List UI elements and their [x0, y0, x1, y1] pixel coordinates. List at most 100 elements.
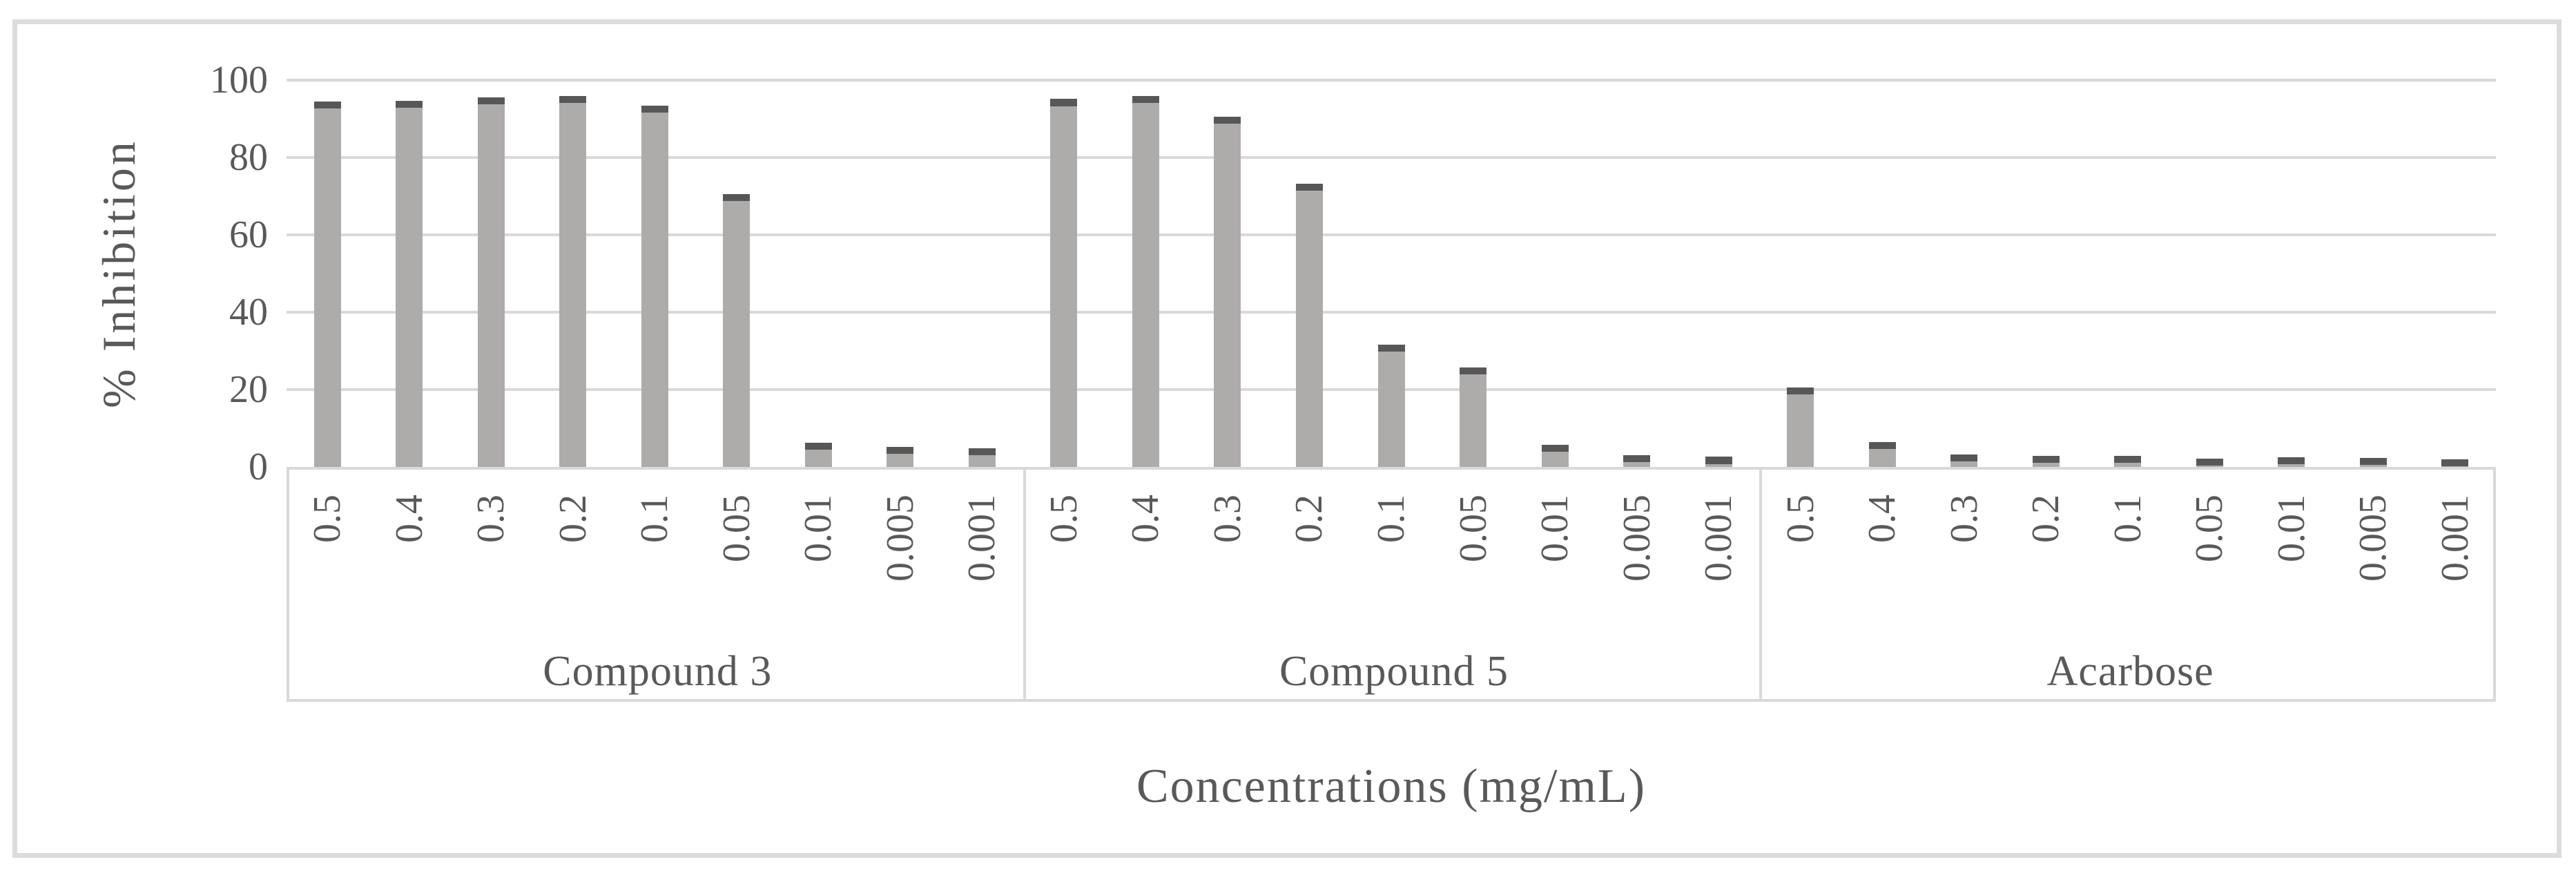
bar-error-cap — [1295, 184, 1323, 191]
group-divider — [1759, 470, 1763, 699]
plot-area — [287, 79, 2496, 467]
y-tick-label: 100 — [210, 59, 268, 102]
bar-compound-3-0.5 — [313, 102, 341, 467]
bar-compound-5-0.2 — [1295, 184, 1323, 467]
bar-compound-5-0.1 — [1377, 345, 1405, 467]
bar-compound-5-0.3 — [1214, 116, 1241, 467]
x-tick-label: 0.3 — [469, 495, 513, 543]
bar-compound-3-0.3 — [477, 97, 505, 467]
x-tick-label: 0.4 — [387, 495, 431, 543]
x-axis-title: Concentrations (mg/mL) — [1136, 760, 1647, 813]
bar-compound-3-0.01 — [804, 442, 832, 467]
bar-acarbose-0.1 — [2114, 455, 2142, 467]
x-tick-label: 0.1 — [2106, 495, 2149, 543]
x-tick-label: 0.001 — [1697, 495, 1741, 582]
bar-compound-3-0.001 — [968, 448, 996, 467]
gridline-40 — [287, 311, 2496, 314]
bar-error-cap — [1950, 454, 1978, 462]
x-tick-label: 0.5 — [306, 495, 349, 543]
x-tick-label: 0.2 — [2024, 495, 2068, 543]
x-tick-label: 0.005 — [2352, 495, 2395, 582]
x-tick-label: 0.1 — [633, 495, 677, 543]
x-tick-label: 0.5 — [1779, 495, 1822, 543]
bar-error-cap — [1705, 457, 1732, 464]
x-tick-label: 0.4 — [1124, 495, 1168, 543]
x-tick-label: 0.2 — [1288, 495, 1331, 543]
bar-error-cap — [313, 102, 341, 109]
x-tick-label: 0.05 — [1451, 495, 1495, 562]
x-tick-label: 0.05 — [715, 495, 758, 562]
bar-error-cap — [1377, 345, 1405, 352]
bar-error-cap — [1214, 116, 1241, 124]
bar-compound-5-0.05 — [1460, 367, 1487, 467]
x-tick-label: 0.3 — [1942, 495, 1986, 543]
bar-acarbose-0.01 — [2278, 457, 2305, 467]
bar-error-cap — [477, 97, 505, 105]
bar-compound-3-0.4 — [396, 100, 423, 467]
x-tick-label: 0.1 — [1370, 495, 1413, 543]
x-tick-label: 0.3 — [1205, 495, 1249, 543]
bar-compound-5-0.01 — [1541, 445, 1569, 467]
bar-compound-3-0.1 — [641, 105, 668, 467]
bar-error-cap — [2359, 458, 2387, 466]
bar-error-cap — [804, 442, 832, 450]
bar-error-cap — [2278, 457, 2305, 465]
x-tick-label: 0.005 — [1615, 495, 1658, 582]
bar-compound-3-0.005 — [887, 446, 914, 467]
bar-error-cap — [2196, 458, 2223, 466]
x-tick-label: 0.01 — [797, 495, 840, 562]
bar-compound-5-0.001 — [1705, 457, 1732, 467]
bar-error-cap — [887, 446, 914, 454]
group-divider — [1023, 470, 1026, 699]
x-tick-label: 0.01 — [2269, 495, 2313, 562]
bar-acarbose-0.001 — [2441, 459, 2469, 467]
bar-error-cap — [1132, 95, 1159, 104]
y-tick-label: 80 — [229, 136, 268, 179]
bar-acarbose-0.5 — [1787, 387, 1814, 467]
bar-acarbose-0.005 — [2359, 458, 2387, 467]
chart-outer-border — [12, 19, 2562, 858]
x-tick-label: 0.005 — [878, 495, 922, 582]
bar-acarbose-0.05 — [2196, 458, 2223, 467]
bar-compound-3-0.2 — [559, 95, 587, 467]
y-tick-label: 40 — [229, 291, 268, 334]
gridline-100 — [287, 79, 2496, 82]
bar-error-cap — [1787, 387, 1814, 395]
y-tick-label: 20 — [229, 368, 268, 411]
group-label-compound-5: Compound 5 — [1279, 648, 1509, 695]
bar-error-cap — [968, 448, 996, 455]
bar-compound-5-0.005 — [1623, 455, 1651, 467]
y-tick-label: 0 — [249, 446, 268, 488]
bar-acarbose-0.2 — [2032, 455, 2060, 467]
x-tick-label: 0.01 — [1533, 495, 1577, 562]
bar-error-cap — [1541, 445, 1569, 452]
bar-error-cap — [559, 95, 587, 104]
x-tick-label: 0.05 — [2188, 495, 2231, 562]
bar-error-cap — [2032, 455, 2060, 463]
bar-error-cap — [641, 105, 668, 113]
bar-error-cap — [1460, 367, 1487, 374]
bar-error-cap — [1868, 442, 1896, 450]
group-label-acarbose: Acarbose — [2046, 648, 2214, 695]
category-axis-box: 0.5 0.4 0.3 0.2 0.1 0.05 0.01 0.005 0.001 0.5 0.4 0… — [287, 467, 2496, 702]
bar-compound-5-0.4 — [1132, 95, 1159, 467]
x-tick-label: 0.2 — [551, 495, 594, 543]
x-tick-label: 0.001 — [2433, 495, 2477, 582]
x-tick-label: 0.4 — [1861, 495, 1904, 543]
y-axis-title: % Inhibition — [93, 139, 145, 408]
bar-error-cap — [2441, 459, 2469, 466]
bar-error-cap — [1623, 455, 1651, 463]
bar-error-cap — [396, 100, 423, 108]
bar-error-cap — [723, 193, 750, 201]
gridline-80 — [287, 156, 2496, 159]
gridline-60 — [287, 233, 2496, 236]
bar-compound-3-0.05 — [723, 193, 750, 467]
x-tick-label: 0.001 — [960, 495, 1004, 582]
bar-error-cap — [1050, 99, 1078, 106]
x-tick-label: 0.5 — [1042, 495, 1085, 543]
bar-acarbose-0.4 — [1868, 442, 1896, 467]
bar-acarbose-0.3 — [1950, 454, 1978, 467]
group-label-compound-3: Compound 3 — [543, 648, 773, 695]
bar-error-cap — [2114, 455, 2142, 463]
